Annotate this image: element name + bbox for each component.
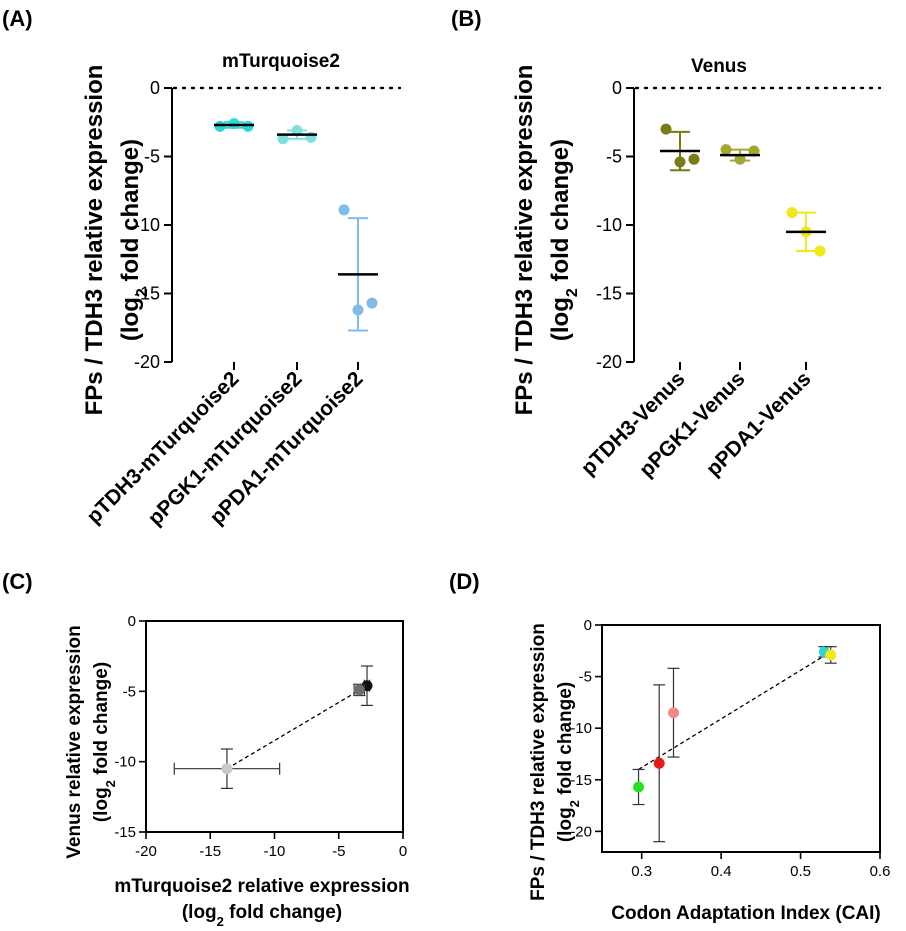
panel-a-title: mTurquoise2 [222,51,340,72]
y-tick-label: 0 [128,613,136,630]
panel-c-xlabel-line1: mTurquoise2 relative expression [114,876,409,897]
data-point [688,153,700,165]
panel-c-ylabel-line2: (log2 fold change) [91,662,118,822]
y-tick-label: -20 [570,823,592,840]
x-tick-label: 0.4 [711,863,732,880]
y-tick-label: -20 [596,352,622,372]
trend-line [226,685,368,770]
panel-c-xlabel-line2: (log2 fold change) [182,902,342,929]
y-tick-label: -5 [123,683,136,700]
y-tick-label: 0 [612,78,622,98]
data-point [660,123,672,135]
category-label: pTDH3-Venus [577,367,690,480]
data-point [720,144,732,156]
trend-line [638,651,832,771]
y-tick-label: -10 [114,754,136,771]
x-tick-label: -5 [332,843,345,860]
y-tick-label: 0 [150,78,160,98]
data-point [214,120,226,132]
plot-frame [601,624,881,853]
panel-b-ylabel-line2: (log2 fold change) [547,139,581,341]
x-tick-label: 0.3 [631,863,652,880]
panel-label-b: (B) [451,6,482,31]
y-tick-label: 0 [584,617,592,634]
data-point [814,245,826,257]
data-point [242,120,254,132]
panel-d-plot: 0 -5 -10 -15 -20 0.3 0.4 0.5 0.6 [570,617,890,880]
y-tick-label: -5 [606,147,622,167]
y-tick-label: -15 [570,772,592,789]
y-tick-label: -15 [134,284,160,304]
y-tick-label: -20 [134,352,160,372]
panel-label-a: (A) [2,6,33,31]
panel-b-plot: 0-5-10-15-20pTDH3-VenuspPGK1-VenuspPDA1-… [577,78,882,482]
panel-d-ylabel-line2: (log2 fold change) [555,682,582,842]
plot-frame [145,620,404,833]
data-point [221,763,233,775]
panel-d-ylabel-line1: FPs / TDH3 relative expression [528,623,549,901]
y-tick-label: -10 [570,720,592,737]
data-point [825,649,837,661]
y-tick-label: -5 [579,669,592,686]
data-point [653,757,665,769]
y-tick-label: -15 [114,824,136,841]
data-point [353,684,365,696]
y-tick-label: -10 [596,215,622,235]
panel-a-ylabel-line1: FPs / TDH3 relative expression [81,65,108,416]
y-tick-label: -15 [596,284,622,304]
data-point [366,297,378,309]
panel-b-title: Venus [691,56,747,77]
data-point [748,145,760,157]
data-point [674,156,686,168]
x-tick-label: -15 [199,843,221,860]
data-point [734,153,746,165]
data-point [277,133,289,145]
panel-label-d: (D) [449,569,480,594]
data-point [352,304,364,316]
x-tick-label: 0.6 [870,863,891,880]
data-point [667,707,679,719]
data-point [338,204,350,216]
y-tick-label: -10 [134,215,160,235]
x-tick-label: -10 [264,843,286,860]
panel-c-ylabel-line1: Venus relative expression [64,625,85,858]
data-point [228,118,240,130]
panel-d-xlabel: Codon Adaptation Index (CAI) [611,903,881,924]
panel-a-ylabel-line2: (log2 fold change) [117,139,151,341]
x-tick-label: 0 [399,843,407,860]
data-point [291,124,303,136]
panel-b-ylabel-line1: FPs / TDH3 relative expression [511,65,538,416]
y-tick-label: -5 [144,147,160,167]
panel-c-plot: 0 -5 -10 -15 -20 -15 -10 -5 0 [114,613,407,860]
data-point [633,781,645,793]
panel-label-c: (C) [2,569,33,594]
x-tick-label: 0.5 [790,863,811,880]
data-point [786,207,798,219]
x-tick-label: -20 [135,843,157,860]
